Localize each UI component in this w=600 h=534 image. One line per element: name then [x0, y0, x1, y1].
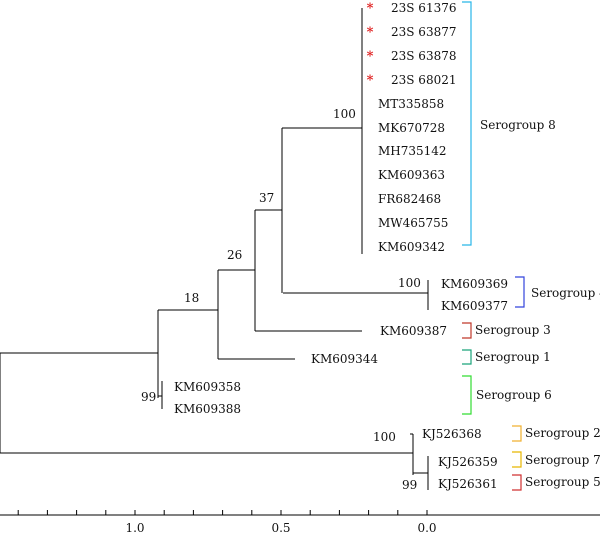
leaf-label: KJ526368 [422, 427, 482, 441]
leaf-label: KM609344 [311, 352, 378, 366]
bootstrap-value: 100 [373, 430, 396, 444]
leaf-label: 23S 63878 [391, 49, 456, 63]
leaf-label: KM609377 [441, 299, 508, 313]
bootstrap-value: 37 [259, 191, 274, 205]
sg5-label: Serogroup 5 [525, 475, 600, 489]
bootstrap-values: 100 37 26 18 100 99 100 99 [141, 107, 421, 492]
sg6-label: Serogroup 6 [476, 388, 552, 402]
bootstrap-value: 99 [141, 390, 156, 404]
leaf-label: KM609369 [441, 277, 508, 291]
bootstrap-value: 100 [333, 107, 356, 121]
bootstrap-value: 18 [184, 291, 199, 305]
sg8-bracket [462, 1, 472, 246]
leaf-star-marker: * [367, 49, 374, 64]
sg4-label: Serogroup 4 [531, 286, 600, 300]
leaf-label: MW465755 [378, 216, 448, 230]
leaf-label: FR682468 [378, 192, 441, 206]
sg6-bracket [462, 375, 472, 415]
leaf-label: KM609387 [380, 324, 447, 338]
sg3-label: Serogroup 3 [475, 323, 551, 337]
sg1-label: Serogroup 1 [475, 350, 551, 364]
axis-tick-label: 0.5 [271, 521, 290, 534]
axis-tick-label: 1.0 [125, 521, 144, 534]
tree-branches [0, 8, 429, 490]
leaf-labels: * 23S 61376 * 23S 63877 * 23S 63878 * 23S 68021… [174, 1, 508, 491]
leaf-label: MH735142 [378, 144, 447, 158]
leaf-label: 23S 68021 [391, 73, 456, 87]
sg8-label: Serogroup 8 [480, 118, 556, 132]
leaf-star-marker: * [367, 1, 374, 16]
sg7-label: Serogroup 7 [525, 453, 600, 467]
sg2-bracket [512, 425, 522, 442]
serogroup-brackets: Serogroup 8 Serogroup 4 Serogroup 3 Serogro… [462, 1, 600, 491]
leaf-star-marker: * [367, 25, 374, 40]
leaf-star-marker: * [367, 73, 374, 88]
sg2-label: Serogroup 2 [525, 426, 600, 440]
sg7-bracket [512, 451, 522, 468]
sg1-bracket [462, 349, 472, 365]
sg5-bracket [512, 474, 522, 491]
leaf-label: 23S 61376 [391, 1, 456, 15]
sg4-bracket [515, 276, 525, 308]
leaf-label: MK670728 [378, 121, 445, 135]
bootstrap-value: 26 [227, 248, 242, 262]
axis-tick-label: 0.0 [417, 521, 436, 534]
leaf-label: 23S 63877 [391, 25, 456, 39]
distance-scale-axis: 1.0 0.5 0.0 [0, 510, 600, 534]
leaf-label: KM609358 [174, 380, 241, 394]
leaf-label: KM609342 [378, 240, 445, 254]
leaf-label: MT335858 [378, 97, 444, 111]
leaf-label: KM609388 [174, 402, 241, 416]
leaf-label: KJ526361 [438, 477, 498, 491]
sg3-bracket [462, 322, 472, 339]
bootstrap-value: 99 [402, 478, 417, 492]
leaf-label: KM609363 [378, 168, 445, 182]
bootstrap-value: 100 [398, 276, 421, 290]
leaf-label: KJ526359 [438, 455, 498, 469]
